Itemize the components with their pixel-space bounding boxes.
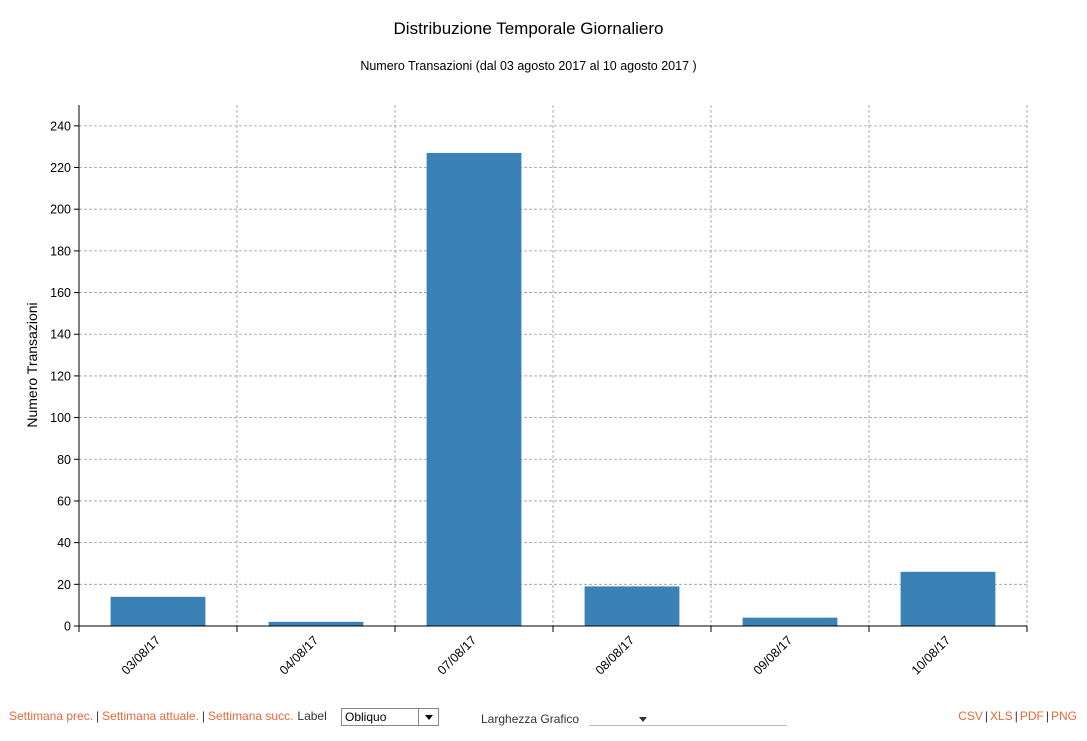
label-field-label: Label [297, 709, 327, 723]
x-tick-label: 07/08/17 [435, 633, 479, 677]
y-tick-label: 80 [57, 453, 71, 467]
separator: | [201, 709, 206, 723]
separator: | [96, 709, 100, 723]
x-tick-label: 10/08/17 [909, 633, 953, 677]
x-tick-label: 09/08/17 [751, 633, 795, 677]
export-xls-link[interactable]: XLS [990, 709, 1013, 723]
x-tick-label: 03/08/17 [119, 633, 163, 677]
y-tick-label: 60 [57, 494, 71, 508]
export-pdf-link[interactable]: PDF [1019, 709, 1044, 723]
week-navigation: Settimana prec. | Settimana attuale. | Setti… [9, 709, 327, 723]
x-tick-label: 08/08/17 [593, 633, 637, 677]
chevron-down-icon[interactable] [639, 717, 647, 722]
y-axis-label: Numero Transazioni [24, 302, 40, 427]
chart-subtitle: Numero Transazioni (dal 03 agosto 2017 a… [360, 59, 697, 73]
next-week-link[interactable]: Settimana succ. [208, 709, 294, 723]
chart-title: Distribuzione Temporale Giornaliero [393, 19, 664, 38]
y-tick-label: 200 [50, 203, 71, 217]
bar[interactable] [742, 617, 838, 626]
y-tick-label: 100 [50, 411, 71, 425]
export-links: CSV | XLS | PDF | PNG [958, 709, 1077, 723]
chart-grid [79, 105, 1028, 626]
prev-week-link[interactable]: Settimana prec. [9, 709, 94, 723]
chevron-down-icon[interactable] [418, 709, 438, 725]
label-orientation-select[interactable]: Obliquo [341, 708, 439, 726]
bar[interactable] [426, 152, 522, 626]
separator: | [1014, 709, 1018, 723]
export-csv-link[interactable]: CSV [958, 709, 983, 723]
bar-chart: 0 20 40 60 80 100 120 140 160 180 200 220 240 03/08/… [24, 105, 1028, 678]
y-tick-label: 160 [50, 286, 71, 300]
y-tick-label: 220 [50, 161, 71, 175]
y-tick-label: 20 [57, 578, 71, 592]
chart-width-label: Larghezza Grafico [481, 712, 580, 726]
bar[interactable] [268, 621, 364, 626]
separator: | [984, 709, 989, 723]
chart-bars [110, 152, 996, 626]
export-png-link[interactable]: PNG [1050, 709, 1077, 723]
bar[interactable] [110, 596, 206, 626]
bar[interactable] [584, 586, 680, 626]
label-orientation-value: Obliquo [345, 710, 387, 724]
y-tick-label: 140 [50, 328, 71, 342]
y-tick-label: 240 [50, 119, 71, 133]
chart-width-select[interactable] [589, 710, 787, 726]
separator: | [1045, 709, 1049, 723]
y-axis-ticks: 0 20 40 60 80 100 120 140 160 180 200 220 240 [50, 119, 79, 634]
x-axis-ticks: 03/08/17 04/08/17 07/08/17 08/08/17 09/08/17… [78, 626, 1028, 678]
x-tick-label: 04/08/17 [277, 633, 321, 677]
current-week-link[interactable]: Settimana attuale. [102, 709, 199, 723]
y-tick-label: 0 [64, 620, 71, 634]
bar[interactable] [900, 571, 996, 626]
y-tick-label: 40 [57, 536, 71, 550]
y-tick-label: 120 [50, 369, 71, 383]
y-tick-label: 180 [50, 244, 71, 258]
